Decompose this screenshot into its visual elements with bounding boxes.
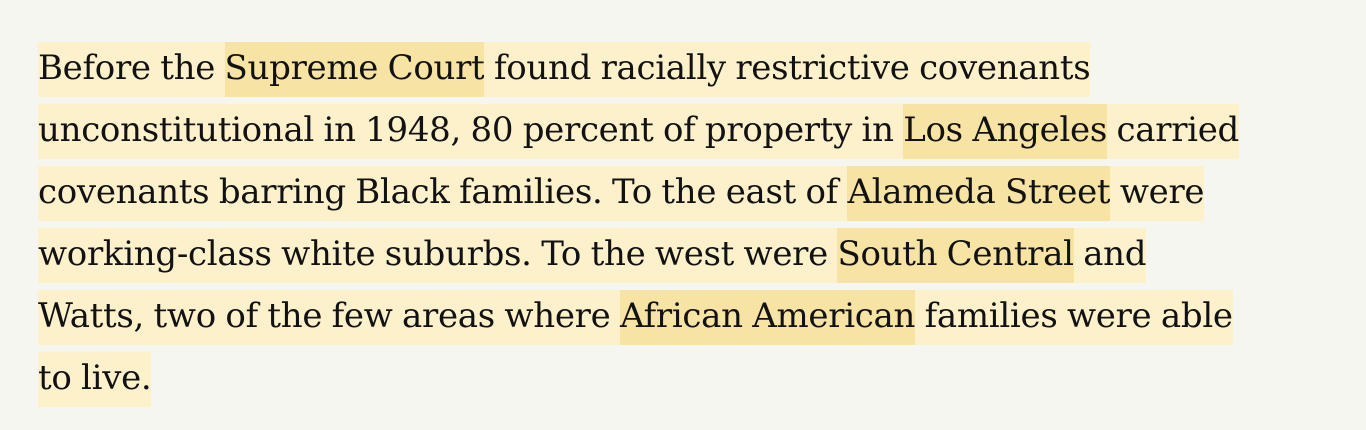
entity-alameda-street[interactable]: Alameda Street — [847, 166, 1111, 221]
paragraph-line-6: to live. — [38, 347, 1338, 409]
text-segment: Watts, two of the few areas where — [38, 290, 620, 345]
entity-south-central[interactable]: South Central — [837, 228, 1074, 283]
paragraph-line-1: Before the Supreme Court found racially … — [38, 37, 1338, 99]
text-segment: found racially restrictive covenants — [484, 42, 1091, 97]
text-segment: families were able — [915, 290, 1233, 345]
text-segment: working-class white suburbs. To the west… — [38, 228, 838, 283]
text-segment: covenants barring Black families. To the… — [38, 166, 848, 221]
text-segment: and — [1073, 228, 1147, 283]
entity-supreme-court[interactable]: Supreme Court — [224, 42, 485, 97]
paragraph-line-4: working-class white suburbs. To the west… — [38, 223, 1338, 285]
entity-los-angeles[interactable]: Los Angeles — [903, 104, 1107, 159]
article-paragraph: Before the Supreme Court found racially … — [38, 37, 1338, 409]
text-segment: to live. — [38, 352, 152, 407]
entity-african-american[interactable]: African American — [619, 290, 915, 345]
text-segment: Before the — [38, 42, 225, 97]
paragraph-line-3: covenants barring Black families. To the… — [38, 161, 1338, 223]
text-segment: were — [1110, 166, 1205, 221]
paragraph-line-5: Watts, two of the few areas where Africa… — [38, 285, 1338, 347]
text-segment: unconstitutional in 1948, 80 percent of … — [38, 104, 904, 159]
paragraph-line-2: unconstitutional in 1948, 80 percent of … — [38, 99, 1338, 161]
text-segment: carried — [1107, 104, 1239, 159]
